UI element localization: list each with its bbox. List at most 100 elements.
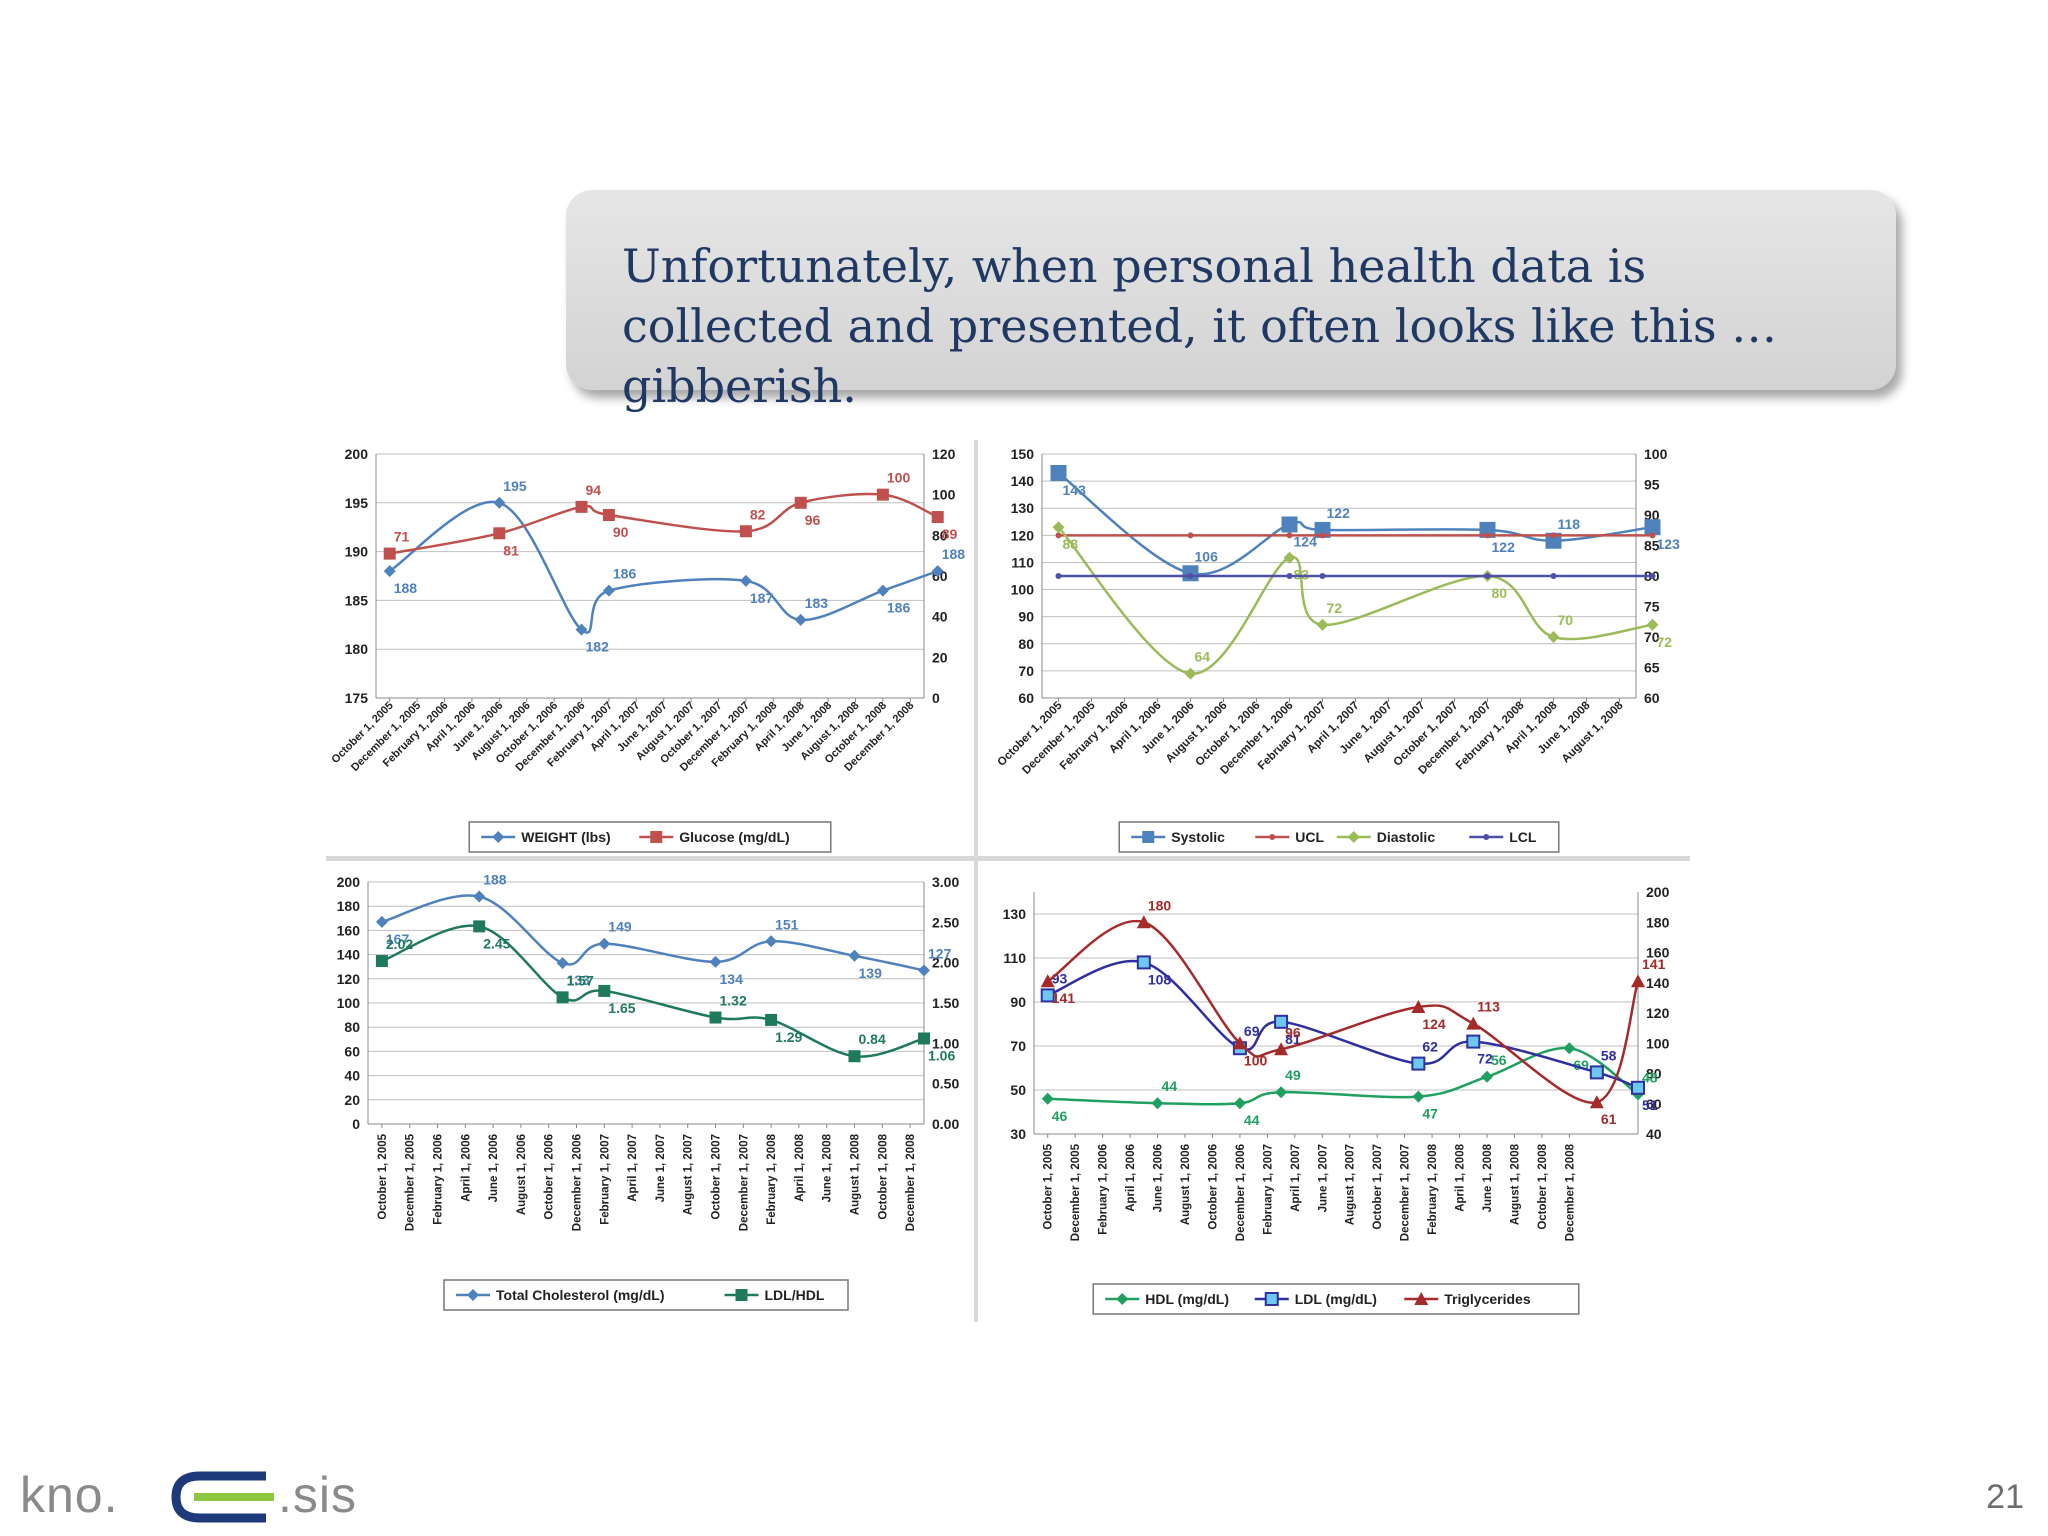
y-right-tick-label: 100 xyxy=(1646,1035,1670,1051)
legend-marker xyxy=(1142,831,1155,843)
data-point xyxy=(602,509,615,521)
x-tick-label: December 1, 2005 xyxy=(405,1133,417,1231)
data-point xyxy=(1589,1065,1604,1080)
x-tick-label: February 1, 2006 xyxy=(1098,1144,1110,1235)
data-point xyxy=(1040,974,1055,988)
y-left-tick-label: 70 xyxy=(1018,663,1034,679)
x-tick-label: December 1, 2006 xyxy=(572,1134,584,1231)
y-left-tick-label: 185 xyxy=(345,592,369,608)
y-left-tick-label: 200 xyxy=(345,446,369,462)
data-label: 44 xyxy=(1244,1112,1260,1128)
data-point xyxy=(1466,1034,1481,1049)
y-left-tick-label: 40 xyxy=(344,1068,360,1084)
data-label: 182 xyxy=(586,639,610,655)
data-label: 1.65 xyxy=(608,1000,635,1016)
data-label: 186 xyxy=(887,600,911,616)
legend-marker xyxy=(1347,831,1360,843)
x-tick-label: February 1, 2008 xyxy=(1427,1143,1439,1234)
data-point xyxy=(1479,521,1496,538)
data-point xyxy=(575,623,588,636)
data-label: 1.32 xyxy=(720,993,747,1009)
x-tick-label: June 1, 2008 xyxy=(822,1133,834,1202)
data-label: 88 xyxy=(1063,536,1079,552)
y-left-tick-label: 130 xyxy=(1011,500,1035,516)
data-point xyxy=(1411,999,1426,1013)
x-tick-label: April 1, 2007 xyxy=(1290,1144,1302,1212)
legend-marker xyxy=(1269,834,1276,840)
chart-weight-glucose: 175 180 185 190 195 200 0 20 40 60 80 100 120 October… xyxy=(326,440,974,858)
data-label: 1.29 xyxy=(775,1029,802,1045)
x-tick-label: August 1, 2007 xyxy=(683,1134,695,1215)
data-label: 106 xyxy=(1195,548,1219,564)
y-left-tick-label: 90 xyxy=(1018,609,1034,625)
data-point xyxy=(848,1050,861,1063)
x-tick-label: December 1, 2007 xyxy=(1400,1144,1412,1241)
data-label: 167 xyxy=(386,931,410,947)
data-label: 90 xyxy=(613,524,629,540)
data-point xyxy=(375,955,388,968)
x-tick-label: February 1, 2007 xyxy=(1262,1144,1274,1235)
x-tick-label: October 1, 2006 xyxy=(1207,1144,1219,1230)
data-point xyxy=(383,547,396,560)
data-point xyxy=(1286,573,1293,579)
data-point xyxy=(1316,618,1329,631)
x-tick-label: August 1, 2006 xyxy=(1164,700,1230,766)
x-tick-label: October 1, 2007 xyxy=(711,1134,723,1220)
data-point xyxy=(598,937,611,950)
data-label: 124 xyxy=(1294,533,1318,549)
data-label: 151 xyxy=(775,916,799,932)
y-right-tick-label: 120 xyxy=(932,446,956,462)
y-right-tick-label: 100 xyxy=(932,487,956,503)
headline-callout: Unfortunately, when personal health data… xyxy=(566,190,1896,413)
data-point xyxy=(848,949,861,962)
data-label: 122 xyxy=(1327,505,1351,521)
y-left-tick-label: 120 xyxy=(1011,527,1035,543)
data-point xyxy=(1547,631,1560,643)
y-right-tick-label: 95 xyxy=(1644,477,1660,493)
legend-box xyxy=(443,1279,849,1311)
x-tick-label: October 1, 2005 xyxy=(377,1133,389,1219)
series-line-0 xyxy=(389,500,939,634)
panel-divider-horizontal xyxy=(326,856,1690,861)
y-left-tick-label: 120 xyxy=(337,971,361,987)
series-line-1 xyxy=(1047,959,1639,1089)
data-point xyxy=(1184,667,1197,680)
data-point xyxy=(1466,1016,1481,1030)
data-label: 1.57 xyxy=(567,972,594,988)
data-point xyxy=(1055,573,1062,579)
data-point xyxy=(1187,532,1194,539)
data-label: 108 xyxy=(1148,971,1172,987)
data-label: 48 xyxy=(1642,1069,1658,1085)
data-label: 100 xyxy=(1244,1052,1268,1068)
data-label: 122 xyxy=(1492,539,1516,555)
data-label: 83 xyxy=(1294,567,1310,583)
y-left-tick-label: 30 xyxy=(1010,1126,1026,1142)
y-right-tick-label: 160 xyxy=(1646,945,1670,961)
data-point xyxy=(1274,1014,1289,1029)
x-tick-label: October 1, 2005 xyxy=(1043,1143,1055,1229)
x-tick-label: December 1, 2008 xyxy=(905,1133,917,1231)
data-label: 113 xyxy=(1477,999,1500,1015)
data-label: 127 xyxy=(928,945,952,961)
data-point xyxy=(794,613,807,626)
y-right-tick-label: 180 xyxy=(1646,914,1670,930)
data-point xyxy=(1233,1097,1246,1110)
panel-divider-vertical xyxy=(974,440,978,1322)
logo-e-mark-icon xyxy=(171,1471,274,1523)
data-label: 149 xyxy=(608,919,632,935)
y-left-tick-label: 140 xyxy=(337,947,361,963)
y-right-tick-label: 60 xyxy=(1644,690,1660,706)
series-line-0 xyxy=(1047,1046,1639,1106)
legend-marker xyxy=(1264,1292,1279,1306)
legend-label: Glucose (mg/dL) xyxy=(679,829,789,845)
y-right-tick-label: 100 xyxy=(1644,446,1668,462)
data-point xyxy=(1283,551,1296,564)
data-label: 133 xyxy=(567,972,591,988)
data-label: 143 xyxy=(1063,482,1087,498)
data-point xyxy=(1052,521,1065,534)
y-right-tick-label: 0 xyxy=(932,690,940,706)
data-point xyxy=(876,584,889,597)
data-point xyxy=(556,991,569,1004)
y-right-tick-label: 65 xyxy=(1644,660,1660,676)
x-tick-label: April 1, 2007 xyxy=(627,1134,639,1202)
